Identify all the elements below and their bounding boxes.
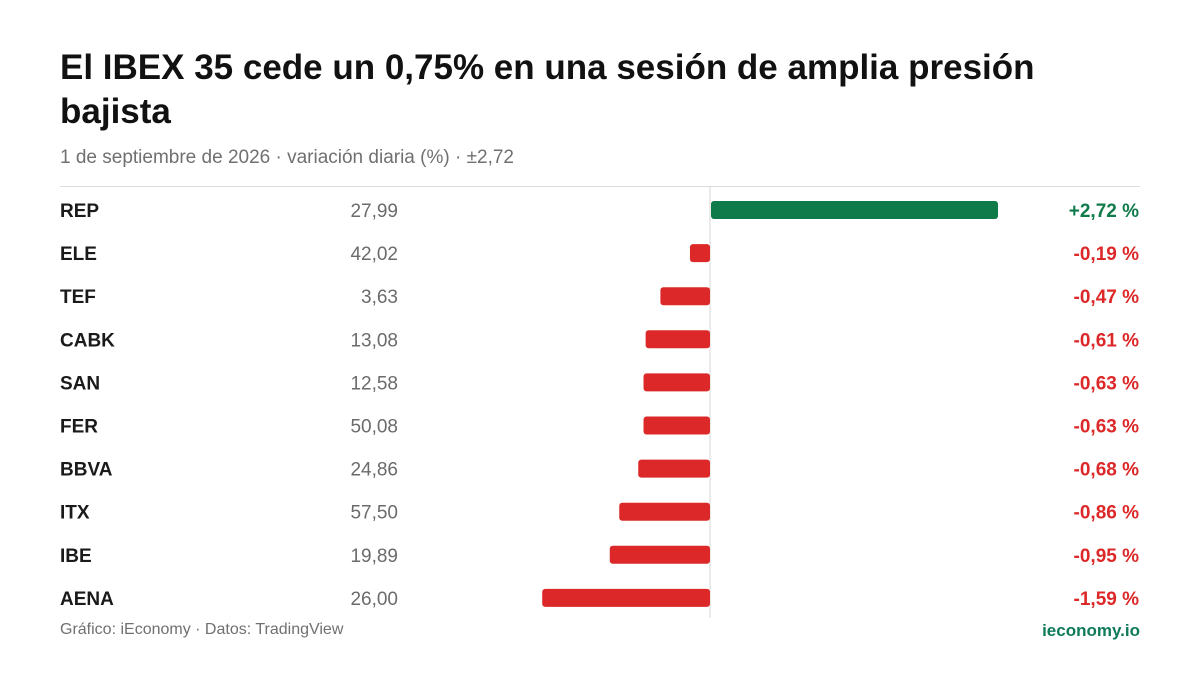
- ticker-label: TEF: [60, 287, 96, 308]
- ticker-label: IBE: [60, 546, 92, 567]
- bar-row-itx: ITX 57,50 -0,86 %: [60, 502, 1140, 524]
- bar: [542, 588, 710, 607]
- chart-subtitle: 1 de septiembre de 2026 · variación diar…: [60, 147, 514, 168]
- change-label: -0,63 %: [1074, 417, 1140, 438]
- brand-link[interactable]: ieconomy.io: [1042, 621, 1140, 640]
- bar: [645, 330, 710, 349]
- price-label: 3,63: [361, 287, 398, 308]
- ticker-label: CABK: [60, 330, 115, 351]
- price-label: 19,89: [350, 546, 398, 567]
- change-label: +2,72 %: [1069, 201, 1139, 222]
- bar-row-aena: AENA 26,00 -1,59 %: [60, 588, 1140, 610]
- bar-row-san: SAN 12,58 -0,63 %: [60, 373, 1139, 394]
- bar-row-rep: REP 27,99 +2,72 %: [60, 201, 1139, 222]
- change-label: -0,19 %: [1074, 244, 1140, 265]
- ticker-label: FER: [60, 417, 98, 438]
- change-label: -0,68 %: [1074, 460, 1140, 481]
- source-credit: Gráfico: iEconomy · Datos: TradingView: [60, 621, 344, 638]
- chart-title: El IBEX 35 cede un 0,75% en una sesión d…: [60, 48, 1035, 131]
- change-label: -0,95 %: [1074, 546, 1140, 567]
- bar-row-fer: FER 50,08 -0,63 %: [60, 416, 1140, 438]
- bar-row-ele: ELE 42,02 -0,19 %: [60, 244, 1139, 265]
- ticker-label: SAN: [60, 373, 100, 394]
- price-label: 24,86: [350, 460, 398, 481]
- ticker-label: ITX: [60, 503, 90, 524]
- bar: [643, 416, 710, 435]
- ticker-label: BBVA: [60, 460, 113, 481]
- ticker-label: ELE: [60, 244, 97, 265]
- price-label: 26,00: [350, 589, 398, 610]
- price-label: 42,02: [350, 244, 398, 265]
- bar: [711, 201, 998, 219]
- ticker-label: AENA: [60, 589, 114, 610]
- bar: [609, 545, 710, 564]
- bar: [643, 373, 710, 392]
- change-label: -0,86 %: [1074, 503, 1140, 524]
- price-label: 57,50: [350, 503, 398, 524]
- price-label: 12,58: [350, 373, 398, 394]
- price-label: 27,99: [350, 201, 398, 222]
- change-label: -0,61 %: [1074, 330, 1140, 351]
- ticker-label: REP: [60, 201, 99, 222]
- top-divider: [60, 186, 1140, 187]
- price-label: 50,08: [350, 417, 398, 438]
- price-label: 13,08: [350, 330, 398, 351]
- bar: [619, 502, 710, 521]
- bar-row-tef: TEF 3,63 -0,47 %: [60, 287, 1139, 308]
- bar-row-ibe: IBE 19,89 -0,95 %: [60, 545, 1140, 567]
- bar: [689, 244, 710, 263]
- change-label: -0,47 %: [1074, 287, 1140, 308]
- bar: [660, 287, 710, 306]
- bar: [638, 459, 710, 478]
- change-label: -1,59 %: [1074, 589, 1140, 610]
- bar-row-bbva: BBVA 24,86 -0,68 %: [60, 459, 1140, 481]
- bar-row-cabk: CABK 13,08 -0,61 %: [60, 330, 1139, 351]
- change-label: -0,63 %: [1074, 373, 1140, 394]
